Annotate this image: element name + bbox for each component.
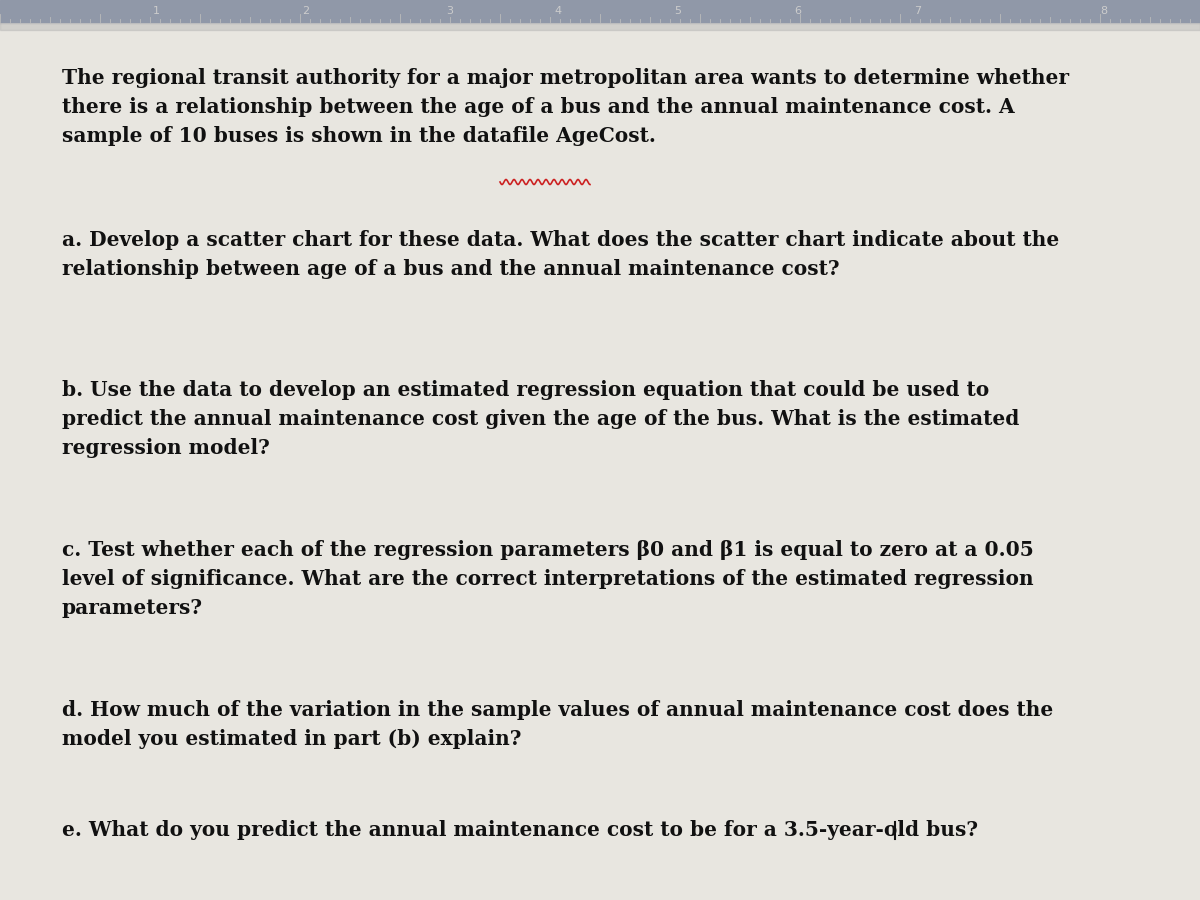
Text: The regional transit authority for a major metropolitan area wants to determine : The regional transit authority for a maj… [62,68,1069,146]
Text: 2: 2 [302,6,310,16]
Text: 8: 8 [1100,6,1108,16]
Text: c. Test whether each of the regression parameters β0 and β1 is equal to zero at : c. Test whether each of the regression p… [62,540,1033,617]
Text: 3: 3 [446,6,454,16]
Text: b. Use the data to develop an estimated regression equation that could be used t: b. Use the data to develop an estimated … [62,380,1019,457]
Text: a. Develop a scatter chart for these data. What does the scatter chart indicate : a. Develop a scatter chart for these dat… [62,230,1060,279]
Text: d. How much of the variation in the sample values of annual maintenance cost doe: d. How much of the variation in the samp… [62,700,1054,749]
Bar [0,22,1200,30]
Text: 6: 6 [794,6,802,16]
Text: 1: 1 [152,6,160,16]
Text: 5: 5 [674,6,682,16]
Text: e. What do you predict the annual maintenance cost to be for a 3.5-year-old bus?: e. What do you predict the annual mainte… [62,820,978,840]
Text: 4: 4 [554,6,562,16]
Bar [0,0,1200,22]
Text: 7: 7 [914,6,922,16]
